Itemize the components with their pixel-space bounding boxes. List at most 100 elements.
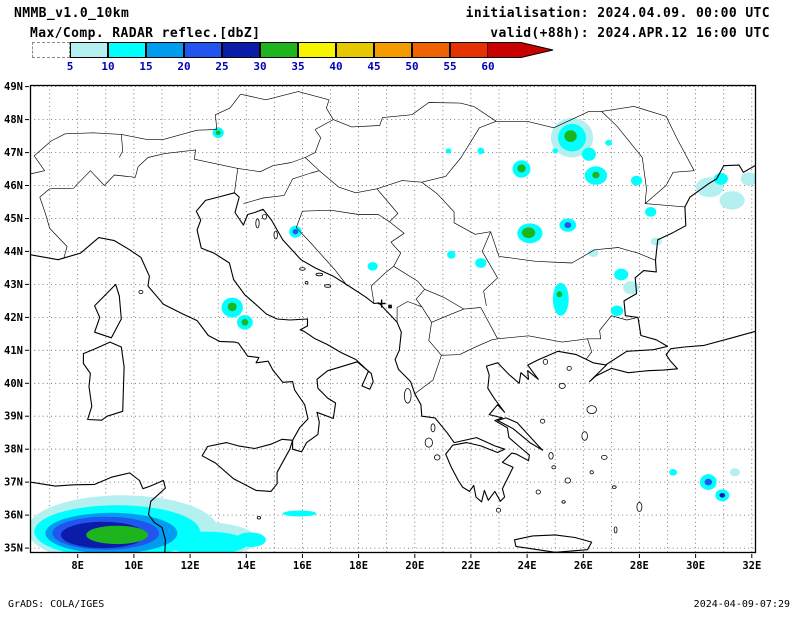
country-border bbox=[480, 307, 498, 339]
radar-cell bbox=[86, 525, 148, 545]
station-markers bbox=[377, 299, 392, 309]
island bbox=[256, 516, 261, 520]
colorbar-tick-label: 15 bbox=[139, 60, 153, 73]
island bbox=[611, 485, 617, 489]
radar-cell bbox=[556, 291, 563, 298]
radar-cell bbox=[477, 147, 485, 155]
island bbox=[636, 501, 643, 512]
country-border bbox=[119, 134, 124, 158]
island bbox=[138, 289, 144, 294]
radar-cell bbox=[614, 268, 629, 281]
colorbar-tick-label: 20 bbox=[177, 60, 191, 73]
colorbar bbox=[32, 42, 557, 58]
colorbar-tick-label: 50 bbox=[405, 60, 419, 73]
radar-cell bbox=[447, 250, 456, 259]
axis-labels: 49N 48N 47N 46N 45N 44N 43N 42N 41N 40N 39N 38N 37N 3… bbox=[4, 81, 761, 572]
coastline bbox=[94, 283, 122, 339]
country-border bbox=[481, 231, 498, 306]
lon-label: 8E bbox=[71, 560, 84, 572]
lat-label: 41N bbox=[4, 345, 23, 357]
country-border bbox=[490, 231, 656, 264]
radar-cell bbox=[740, 172, 756, 186]
map-inner bbox=[30, 85, 756, 553]
radar-cell bbox=[521, 227, 536, 238]
radar-cell bbox=[588, 249, 599, 258]
radar-cell bbox=[704, 478, 712, 486]
radar-cell bbox=[367, 262, 378, 271]
island bbox=[566, 365, 572, 371]
colorbar-segment bbox=[374, 42, 412, 58]
colorbar-segment bbox=[108, 42, 146, 58]
colorbar-segment bbox=[32, 42, 70, 58]
colorbar-tick-label: 55 bbox=[443, 60, 457, 73]
country-border bbox=[385, 221, 405, 274]
island bbox=[430, 423, 436, 433]
colorbar-segment bbox=[184, 42, 222, 58]
country-border bbox=[237, 157, 306, 173]
islands-layer bbox=[138, 214, 643, 534]
country-border bbox=[240, 91, 330, 101]
island bbox=[261, 214, 268, 220]
island bbox=[495, 507, 502, 513]
radar-cell bbox=[623, 281, 639, 295]
country-border bbox=[601, 106, 695, 204]
colorbar-arrow bbox=[487, 42, 554, 58]
country-borders-layer bbox=[30, 91, 695, 395]
lat-label: 47N bbox=[4, 147, 23, 159]
island bbox=[315, 272, 324, 277]
coastline bbox=[513, 534, 593, 553]
country-border bbox=[243, 170, 320, 204]
radar-cell bbox=[713, 173, 728, 185]
country-border bbox=[497, 335, 588, 343]
field-title: Max/Comp. RADAR reflec.[dbZ] bbox=[30, 26, 261, 41]
island bbox=[304, 280, 309, 285]
country-border bbox=[421, 120, 497, 183]
country-border bbox=[585, 338, 593, 360]
island bbox=[535, 489, 541, 495]
colorbar-tick-label: 45 bbox=[367, 60, 381, 73]
country-border bbox=[587, 315, 639, 340]
radar-cell bbox=[669, 469, 677, 476]
radar-cell bbox=[292, 229, 299, 235]
valid-time-label: valid(+88h): 2024.APR.12 16:00 UTC bbox=[490, 26, 770, 41]
lon-label: 30E bbox=[686, 560, 705, 572]
colorbar-segment bbox=[260, 42, 298, 58]
lon-label: 18E bbox=[349, 560, 368, 572]
colorbar-labels: 5 10 15 20 25 30 35 40 45 50 55 60 bbox=[32, 60, 572, 74]
coastline bbox=[82, 341, 125, 421]
island bbox=[586, 405, 597, 415]
coastline bbox=[201, 438, 294, 492]
country-border bbox=[376, 180, 422, 190]
island bbox=[434, 454, 441, 461]
colorbar-tick-label: 30 bbox=[253, 60, 267, 73]
island bbox=[299, 267, 306, 271]
model-name: NMMB_v1.0_10km bbox=[14, 6, 130, 21]
lat-label: 38N bbox=[4, 444, 23, 456]
lat-label: 40N bbox=[4, 378, 23, 390]
colorbar-tick-label: 5 bbox=[66, 60, 74, 73]
radar-cell bbox=[215, 130, 221, 136]
lon-label: 12E bbox=[181, 560, 200, 572]
creation-timestamp: 2024-04-09-07:29 bbox=[693, 599, 790, 610]
country-border bbox=[431, 308, 465, 323]
lon-label: 20E bbox=[405, 560, 424, 572]
lon-label: 10E bbox=[124, 560, 143, 572]
radar-cell bbox=[729, 468, 741, 477]
island bbox=[403, 388, 412, 404]
country-border bbox=[305, 119, 334, 158]
island bbox=[539, 418, 546, 424]
grid-layer bbox=[30, 85, 756, 553]
country-border bbox=[121, 94, 241, 140]
radar-cell bbox=[719, 493, 726, 498]
lon-label: 28E bbox=[630, 560, 649, 572]
country-border bbox=[414, 306, 442, 395]
colorbar-segment bbox=[222, 42, 260, 58]
radar-cell bbox=[605, 139, 612, 146]
island bbox=[589, 470, 594, 475]
radar-cell bbox=[592, 171, 600, 179]
country-border bbox=[393, 266, 425, 323]
country-border bbox=[39, 188, 68, 259]
radar-cell bbox=[517, 164, 526, 173]
country-border bbox=[295, 209, 390, 287]
lon-label: 16E bbox=[293, 560, 312, 572]
